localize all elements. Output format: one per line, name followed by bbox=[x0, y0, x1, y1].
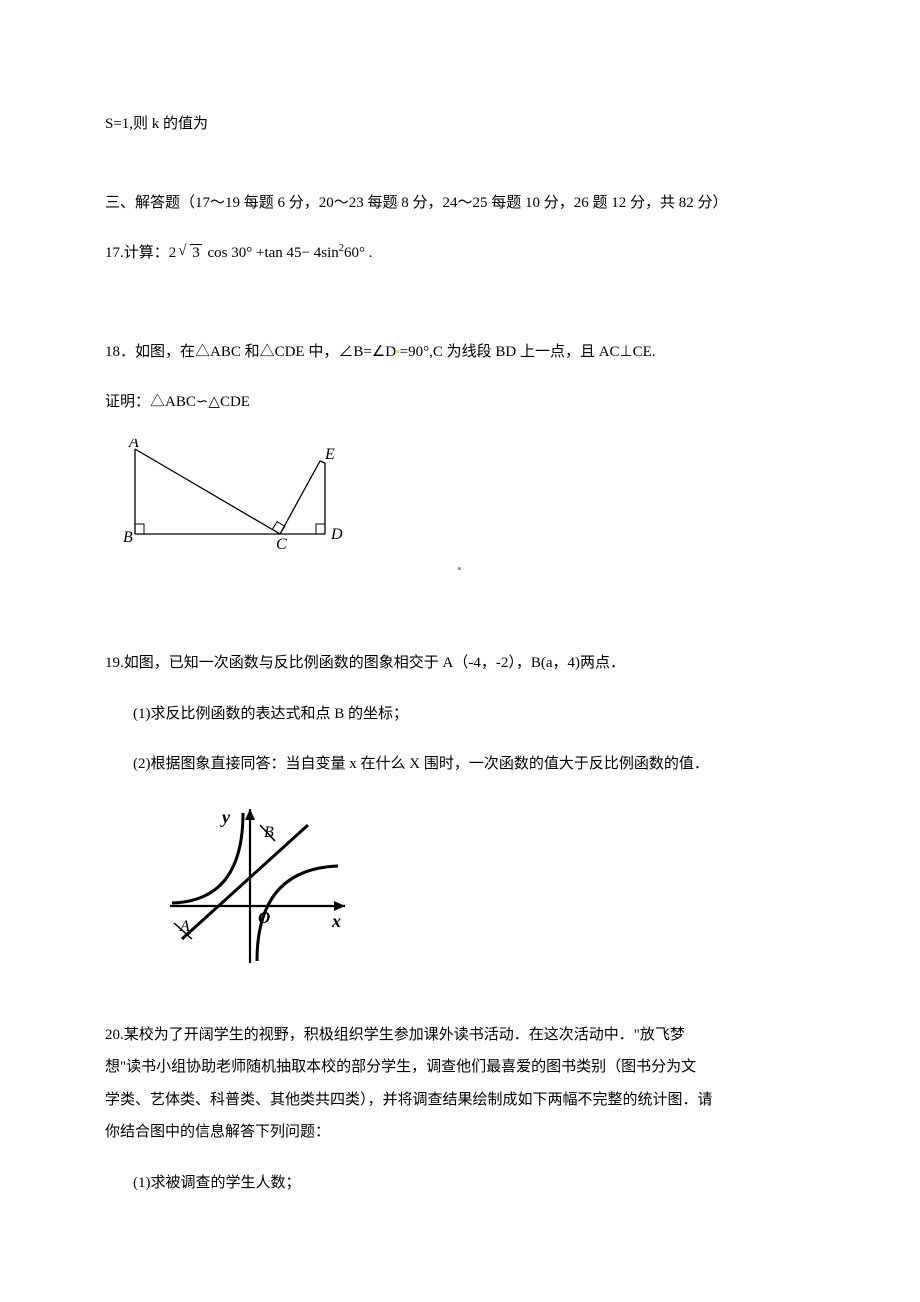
label-A: A bbox=[128, 439, 139, 451]
q18-l1a: 18．如图，在△ABC 和△CDE 中，∠B=∠D bbox=[105, 344, 396, 360]
q17-tail: 60° . bbox=[344, 245, 373, 261]
function-graph: y x O B A bbox=[160, 801, 360, 971]
label-C: C bbox=[276, 536, 287, 549]
label-B: B bbox=[123, 529, 133, 546]
q19-figure: y x O B A bbox=[160, 801, 815, 971]
label-E: E bbox=[324, 446, 335, 463]
section-3-heading: 三、解答题（17～19 每题 6 分，20～23 每题 8 分，24～25 每题… bbox=[105, 189, 815, 218]
q19-line2: (1)求反比例函数的表达式和点 B 的坐标； bbox=[105, 700, 815, 729]
axis-x: x bbox=[331, 911, 341, 931]
q20-line2: 想"读书小组协助老师随机抽取本校的部分学生，调查他们最喜爱的图书类别（图书分为文 bbox=[105, 1053, 815, 1082]
q20-line5: (1)求被调查的学生人数； bbox=[105, 1169, 815, 1198]
q20-line3: 学类、艺体类、科普类、其他类共四类），并将调查结果绘制成如下两幅不完整的统计图．… bbox=[105, 1086, 815, 1115]
origin-O: O bbox=[258, 908, 270, 927]
q20-line1: 20.某校为了开阔学生的视野，积极组织学生参加课外读书活动．在这次活动中．"放飞… bbox=[105, 1021, 815, 1050]
q19-line3: (2)根据图象直接同答：当自变量 x 在什么 X 围时，一次函数的值大于反比例函… bbox=[105, 750, 815, 779]
fragment-line: S=1,则 k 的值为 bbox=[105, 110, 815, 139]
q17: 17.计算：23 cos 30° +tan 45− 4sin260° . bbox=[105, 239, 815, 268]
triangle-diagram: A B C D E bbox=[115, 439, 355, 549]
q18-l1b: =90°,C 为线段 BD 上一点，且 AC⊥CE. bbox=[400, 344, 656, 360]
document-page: S=1,则 k 的值为 三、解答题（17～19 每题 6 分，20～23 每题 … bbox=[0, 0, 920, 1279]
q18-line2: 证明：△ABC∽△CDE bbox=[105, 388, 815, 417]
q17-prefix: 17.计算：2 bbox=[105, 245, 176, 261]
q19-line1: 19.如图，已知一次函数与反比例函数的图象相交于 A（-4，-2），B(a，4)… bbox=[105, 649, 815, 678]
q18-line1: 18．如图，在△ABC 和△CDE 中，∠B=∠D▪=90°,C 为线段 BD … bbox=[105, 338, 815, 367]
sqrt-icon: 3 bbox=[178, 239, 202, 268]
page-center-marker: ▪ bbox=[105, 559, 815, 580]
q17-mid: cos 30° +tan 45− 4sin bbox=[204, 245, 339, 261]
q18-figure: A B C D E bbox=[115, 439, 815, 549]
label-D: D bbox=[330, 526, 343, 543]
axis-y: y bbox=[220, 807, 231, 827]
q20-line4: 你结合图中的信息解答下列问题： bbox=[105, 1118, 815, 1147]
radicand: 3 bbox=[190, 244, 202, 262]
